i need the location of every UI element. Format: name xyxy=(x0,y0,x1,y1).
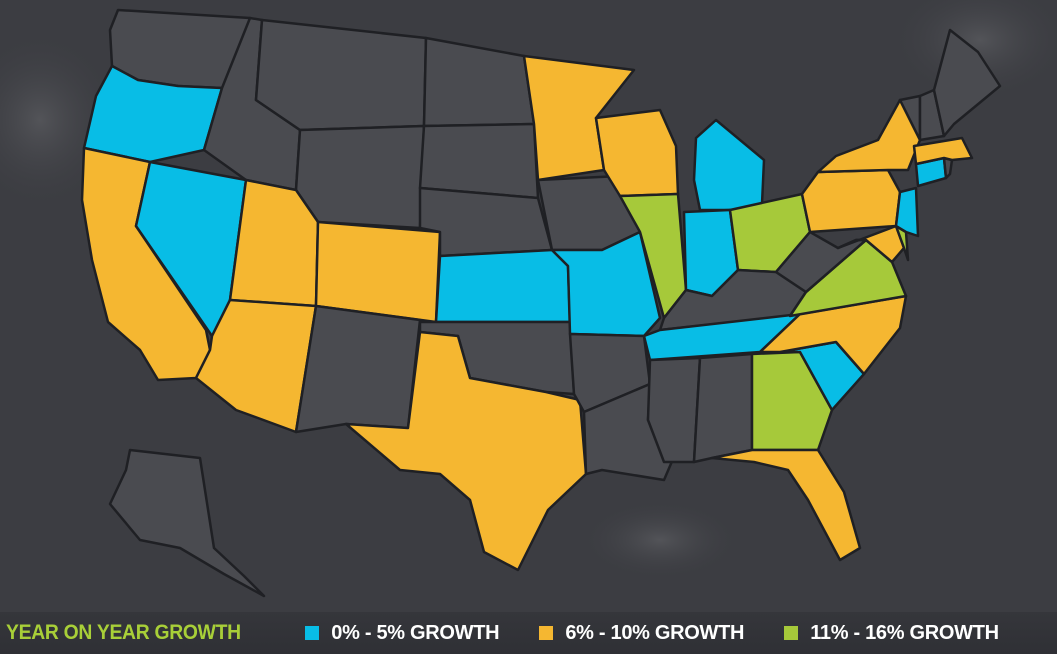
state-co xyxy=(314,220,442,324)
legend-item-0-5: 0% - 5% GROWTH xyxy=(305,621,500,645)
swatch-orange xyxy=(539,626,554,640)
state-ma xyxy=(912,136,974,166)
state-ms xyxy=(646,356,702,464)
state-tx xyxy=(344,330,588,572)
us-growth-map xyxy=(0,0,1057,598)
legend-label-0-5: 0% - 5% GROWTH xyxy=(331,621,500,644)
state-nj xyxy=(894,186,920,238)
state-wy xyxy=(294,124,426,230)
map-legend: YEAR ON YEAR GROWTH 0% - 5% GROWTH 6% - … xyxy=(0,612,1057,654)
legend-item-6-10: 6% - 10% GROWTH xyxy=(539,622,744,645)
state-pa xyxy=(800,168,902,234)
state-fl xyxy=(710,448,862,562)
legend-label-6-10: 6% - 10% GROWTH xyxy=(565,621,745,644)
state-me xyxy=(932,28,1002,138)
state-tn xyxy=(642,312,802,362)
state-mo xyxy=(550,230,662,338)
state-ne xyxy=(418,186,554,258)
swatch-green xyxy=(784,626,799,640)
legend-title: YEAR ON YEAR GROWTH xyxy=(6,621,241,644)
state-ks xyxy=(434,248,572,324)
swatch-blue xyxy=(305,626,320,640)
state-sd xyxy=(418,122,540,200)
state-mt xyxy=(254,18,428,132)
legend-label-11-16: 11% - 16% GROWTH xyxy=(810,621,999,644)
legend-item-11-16: 11% - 16% GROWTH xyxy=(784,622,999,645)
state-ak xyxy=(108,448,266,598)
state-al xyxy=(692,352,754,464)
state-nm xyxy=(294,304,422,434)
